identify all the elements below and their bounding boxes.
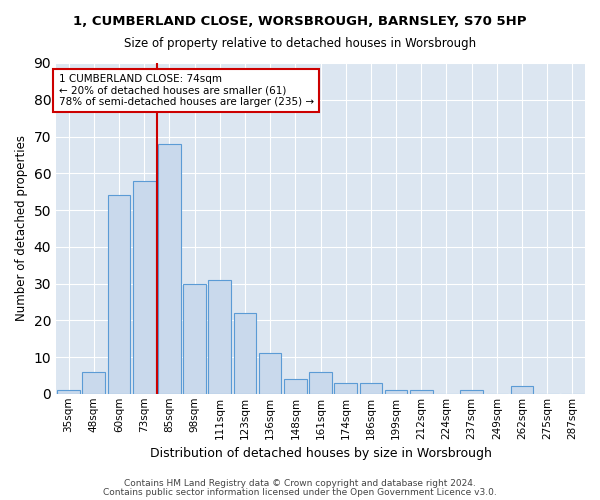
X-axis label: Distribution of detached houses by size in Worsbrough: Distribution of detached houses by size … <box>149 447 491 460</box>
Text: Size of property relative to detached houses in Worsbrough: Size of property relative to detached ho… <box>124 38 476 51</box>
Bar <box>133 180 155 394</box>
Bar <box>334 382 357 394</box>
Y-axis label: Number of detached properties: Number of detached properties <box>15 136 28 322</box>
Bar <box>385 390 407 394</box>
Bar <box>259 354 281 394</box>
Bar <box>58 390 80 394</box>
Bar <box>183 284 206 394</box>
Bar <box>233 313 256 394</box>
Bar <box>284 379 307 394</box>
Bar <box>158 144 181 394</box>
Bar <box>511 386 533 394</box>
Bar <box>208 280 231 394</box>
Text: 1, CUMBERLAND CLOSE, WORSBROUGH, BARNSLEY, S70 5HP: 1, CUMBERLAND CLOSE, WORSBROUGH, BARNSLE… <box>73 15 527 28</box>
Bar <box>460 390 483 394</box>
Bar <box>359 382 382 394</box>
Bar <box>82 372 105 394</box>
Text: Contains public sector information licensed under the Open Government Licence v3: Contains public sector information licen… <box>103 488 497 497</box>
Bar <box>309 372 332 394</box>
Bar <box>107 196 130 394</box>
Text: Contains HM Land Registry data © Crown copyright and database right 2024.: Contains HM Land Registry data © Crown c… <box>124 479 476 488</box>
Text: 1 CUMBERLAND CLOSE: 74sqm
← 20% of detached houses are smaller (61)
78% of semi-: 1 CUMBERLAND CLOSE: 74sqm ← 20% of detac… <box>59 74 314 107</box>
Bar <box>410 390 433 394</box>
